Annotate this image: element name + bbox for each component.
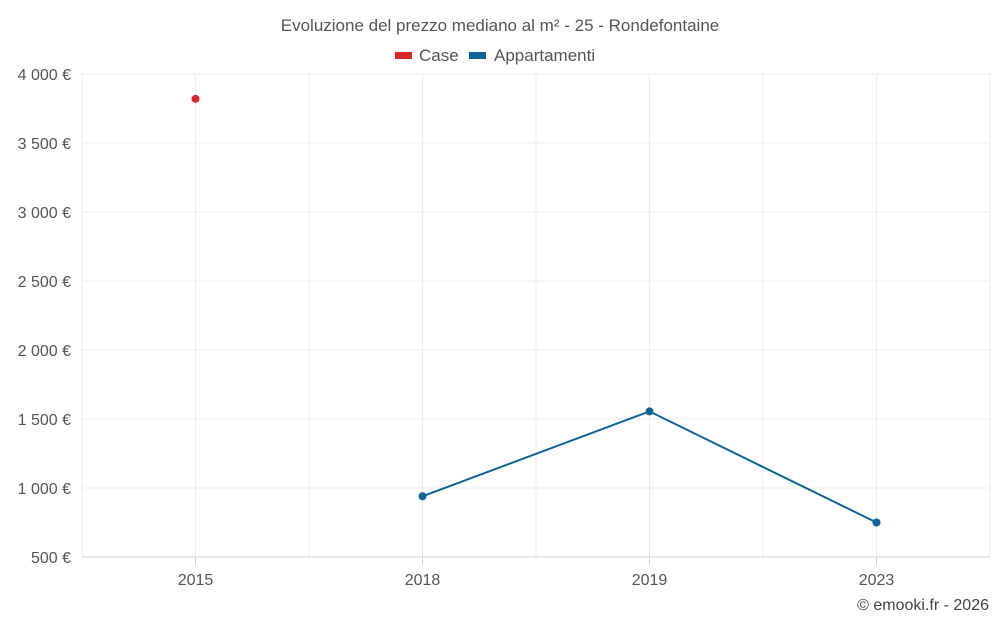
legend-label-case: Case [419, 46, 459, 65]
y-axis-ticks: 500 € 1 000 € 1 500 € 2 000 € 2 500 € 3 000 €… [18, 67, 71, 567]
legend-item-case[interactable]: Case [395, 46, 459, 65]
credit-text: © emooki.fr - 2026 [857, 597, 989, 614]
y-tick-label: 3 500 € [18, 136, 71, 153]
x-tick-label: 2018 [405, 572, 441, 589]
data-point-appartamenti[interactable] [645, 407, 654, 416]
y-tick-label: 4 000 € [18, 67, 71, 84]
y-tick-label: 2 500 € [18, 274, 71, 291]
chart-title: Evoluzione del prezzo mediano al m² - 25… [281, 16, 719, 35]
data-point-appartamenti[interactable] [418, 492, 427, 501]
y-tick-label: 2 000 € [18, 343, 71, 360]
grid [81, 73, 991, 557]
x-tick-label: 2019 [632, 572, 668, 589]
legend-label-appartamenti: Appartamenti [494, 46, 595, 65]
x-tick-label: 2015 [178, 572, 214, 589]
y-tick-label: 3 000 € [18, 205, 71, 222]
legend-item-appartamenti[interactable]: Appartamenti [469, 46, 595, 65]
series [191, 94, 881, 527]
y-tick-label: 1 500 € [18, 412, 71, 429]
x-tick-label: 2023 [859, 572, 895, 589]
x-axis-ticks: 2015 2018 2019 2023 [178, 557, 895, 589]
y-tick-label: 500 € [31, 550, 71, 567]
legend-swatch-appartamenti [469, 52, 486, 59]
data-point-appartamenti[interactable] [872, 518, 881, 527]
legend-swatch-case [395, 52, 412, 59]
series-appartamenti [418, 407, 881, 527]
legend: Case Appartamenti [395, 46, 595, 65]
data-point-case[interactable] [191, 94, 200, 103]
series-case [191, 94, 200, 103]
y-tick-label: 1 000 € [18, 481, 71, 498]
